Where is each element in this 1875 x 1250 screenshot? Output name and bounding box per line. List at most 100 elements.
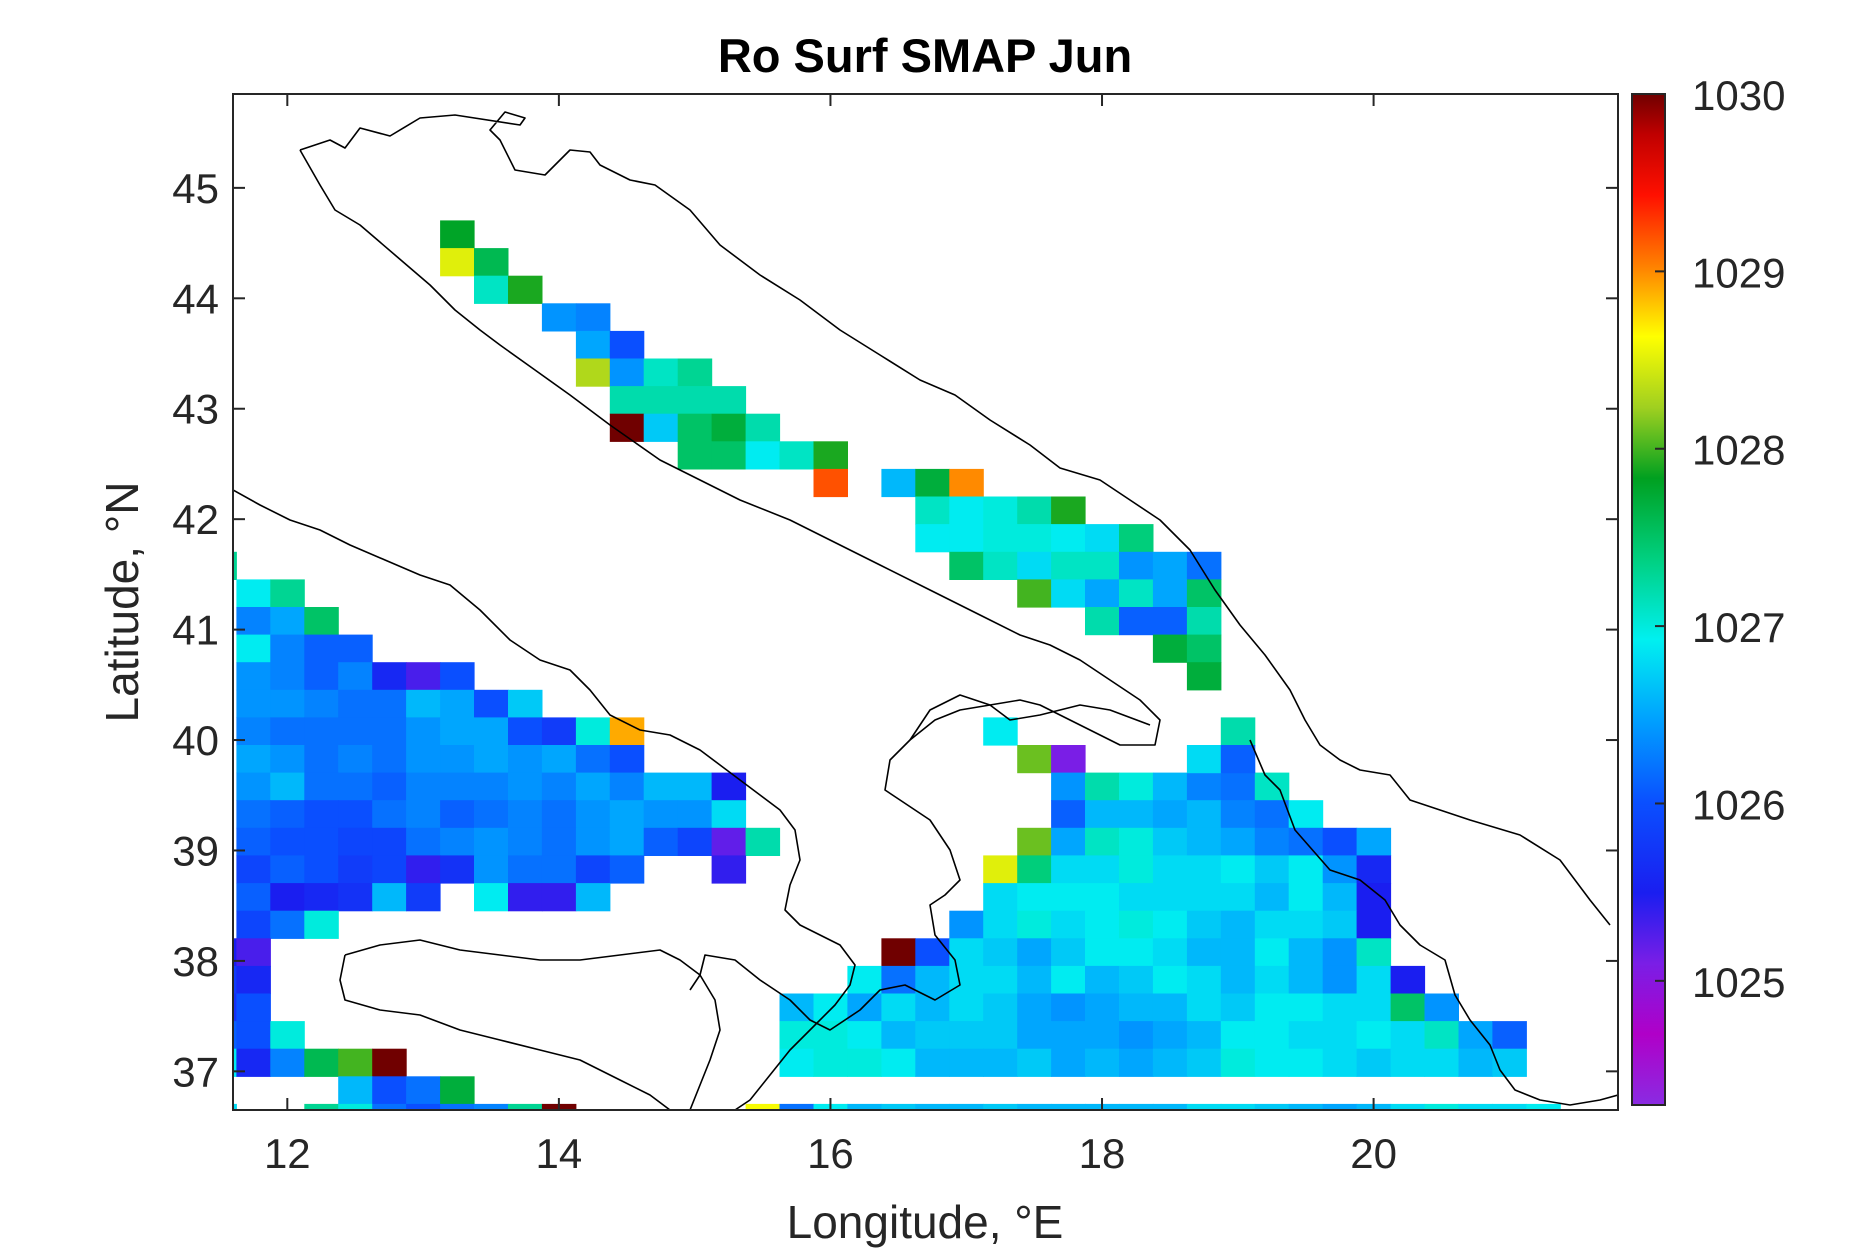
density-cell xyxy=(677,386,713,415)
density-cell xyxy=(406,662,441,691)
density-cell xyxy=(813,1048,848,1077)
density-cell xyxy=(1051,1021,1086,1050)
density-cell xyxy=(440,745,475,774)
density-cell xyxy=(1356,1048,1392,1077)
coast-adriatic-east xyxy=(299,111,1611,926)
density-cell xyxy=(508,827,543,856)
density-cell xyxy=(1051,938,1086,967)
density-cell xyxy=(233,1021,237,1050)
density-cell xyxy=(1186,1103,1222,1110)
density-cell xyxy=(915,1021,950,1050)
density-cell xyxy=(474,855,509,884)
density-cell xyxy=(1017,938,1052,967)
density-cell xyxy=(915,965,950,995)
density-cell xyxy=(1085,1048,1120,1077)
density-cell xyxy=(1152,855,1188,884)
density-cell xyxy=(1254,965,1290,995)
density-cell xyxy=(1051,772,1086,801)
density-cell xyxy=(270,607,305,636)
density-cell xyxy=(474,1103,509,1110)
density-cell xyxy=(915,1048,950,1077)
density-cell xyxy=(474,745,509,774)
density-cell xyxy=(372,717,407,746)
density-cell xyxy=(1458,1048,1493,1077)
y-axis-ticks: 37 38 39 40 41 42 43 44 45 xyxy=(172,165,1618,1095)
density-cell xyxy=(1051,524,1086,553)
density-cell xyxy=(847,1021,882,1050)
density-cell xyxy=(1085,910,1120,939)
density-cell xyxy=(1356,910,1392,939)
density-cell xyxy=(541,800,577,829)
density-cell xyxy=(304,855,339,884)
density-cell xyxy=(1356,855,1392,884)
density-cell xyxy=(270,855,305,884)
x-tick-label: 18 xyxy=(1079,1130,1126,1177)
density-cell xyxy=(270,1048,305,1077)
density-cell xyxy=(440,827,475,856)
density-cell xyxy=(1288,993,1324,1022)
density-cell xyxy=(881,965,916,995)
density-cell xyxy=(440,689,475,718)
density-cell xyxy=(236,938,271,967)
x-tick-label: 12 xyxy=(264,1130,311,1177)
density-cell xyxy=(711,772,747,801)
density-cell xyxy=(1492,1021,1527,1050)
density-cell xyxy=(338,883,373,912)
density-cell xyxy=(1051,855,1086,884)
density-cell xyxy=(1085,965,1120,995)
density-cell xyxy=(609,855,645,884)
y-tick-label: 42 xyxy=(172,496,219,543)
density-cell xyxy=(1220,1021,1256,1050)
density-cell xyxy=(372,662,407,691)
density-cell xyxy=(711,413,747,442)
density-cell xyxy=(304,662,339,691)
density-cell xyxy=(1288,883,1324,912)
density-cell xyxy=(270,827,305,856)
density-cell xyxy=(1424,1103,1459,1110)
density-cell xyxy=(711,441,747,470)
density-cell xyxy=(1085,883,1120,912)
coast-heel xyxy=(909,694,1151,741)
density-cell xyxy=(1288,855,1324,884)
density-cell xyxy=(338,855,373,884)
coast-greece xyxy=(1249,739,1618,1106)
density-cell xyxy=(304,800,339,829)
density-cell xyxy=(440,800,475,829)
density-cell xyxy=(1051,965,1086,995)
density-cell xyxy=(474,275,509,304)
density-cell xyxy=(643,386,679,415)
density-cell xyxy=(270,800,305,829)
density-cell xyxy=(1152,634,1188,663)
density-cell xyxy=(677,772,713,801)
density-cell xyxy=(983,1021,1018,1050)
density-cell xyxy=(847,993,882,1022)
density-cell xyxy=(474,248,509,277)
density-cell xyxy=(847,965,882,995)
density-cell xyxy=(338,1076,373,1105)
coast-sicily xyxy=(339,939,721,1110)
density-cell xyxy=(915,938,950,967)
density-cell xyxy=(609,745,645,774)
density-cell xyxy=(677,827,713,856)
density-cell xyxy=(1051,993,1086,1022)
density-cell xyxy=(1220,827,1256,856)
density-cell xyxy=(372,689,407,718)
density-cell xyxy=(440,772,475,801)
density-cell xyxy=(1085,1021,1120,1050)
density-cell xyxy=(372,827,407,856)
density-cell xyxy=(1390,993,1426,1022)
density-cell xyxy=(304,634,339,663)
density-cell xyxy=(1017,855,1052,884)
density-cell xyxy=(1254,938,1290,967)
density-cell xyxy=(1152,827,1188,856)
density-cell xyxy=(233,1048,237,1077)
density-cell xyxy=(372,772,407,801)
density-cell xyxy=(983,883,1018,912)
density-cell xyxy=(508,1103,543,1110)
density-cell xyxy=(643,800,679,829)
density-cell xyxy=(1051,910,1086,939)
density-cell xyxy=(881,938,916,967)
x-axis-label: Longitude, °E xyxy=(787,1196,1064,1248)
density-cell xyxy=(1186,883,1222,912)
density-cell xyxy=(1152,579,1188,608)
